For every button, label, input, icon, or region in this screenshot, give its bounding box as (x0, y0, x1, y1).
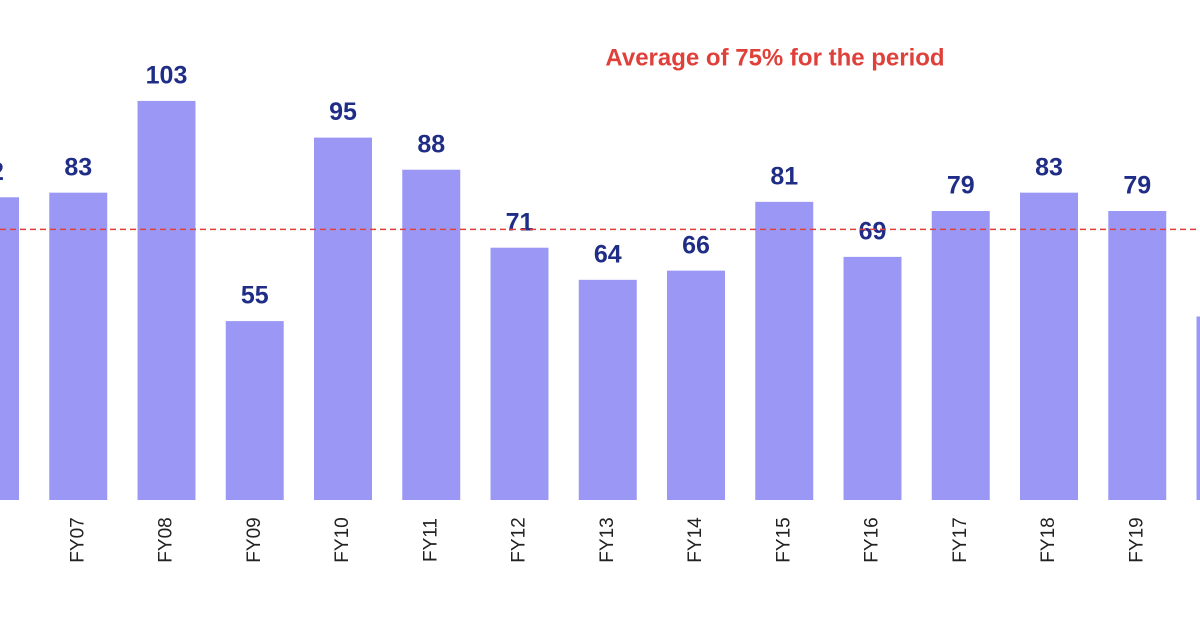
x-tick-label: FY16 (862, 517, 883, 562)
bar (137, 100, 196, 501)
bar (667, 270, 725, 500)
x-tick-label: FY07 (67, 517, 88, 562)
bar (402, 169, 461, 500)
bar (0, 197, 19, 500)
value-label: 82 (0, 158, 4, 186)
bar (1020, 192, 1078, 500)
x-tick-label: FY12 (509, 517, 530, 562)
value-label: 66 (682, 231, 710, 259)
bar (843, 256, 902, 500)
x-tick-label: FY09 (244, 517, 265, 562)
bar (931, 211, 990, 501)
value-label: 95 (329, 98, 357, 126)
value-label: 71 (506, 208, 534, 236)
value-label: 79 (1123, 172, 1151, 200)
x-tick-label: FY14 (685, 517, 706, 563)
bar (755, 201, 814, 500)
value-label: 81 (770, 162, 798, 190)
bar (225, 321, 284, 500)
annotation: Average of 75% for the period (605, 44, 944, 71)
value-label: 79 (947, 172, 975, 200)
x-tick-label: FY08 (156, 517, 177, 562)
x-tick-label: FY10 (332, 517, 353, 562)
bar (1108, 211, 1167, 501)
bar (1196, 316, 1200, 500)
x-tick-label: FY19 (1126, 517, 1147, 562)
x-tick-label: FY13 (597, 517, 618, 562)
value-label: 55 (241, 282, 269, 310)
x-tick-label: FY15 (773, 517, 794, 562)
value-label: 64 (594, 240, 622, 268)
value-label: 69 (859, 217, 887, 245)
bar (490, 247, 549, 500)
x-tick-label: FY18 (1038, 517, 1059, 562)
value-label: 83 (1035, 153, 1063, 181)
value-label: 83 (64, 153, 92, 181)
x-tick-label: FY11 (420, 518, 441, 562)
bar (314, 137, 372, 500)
bar (578, 279, 637, 500)
value-label: 103 (146, 62, 188, 90)
x-tick-label: FY17 (950, 517, 971, 562)
bar (49, 192, 108, 500)
value-label: 88 (417, 130, 445, 158)
